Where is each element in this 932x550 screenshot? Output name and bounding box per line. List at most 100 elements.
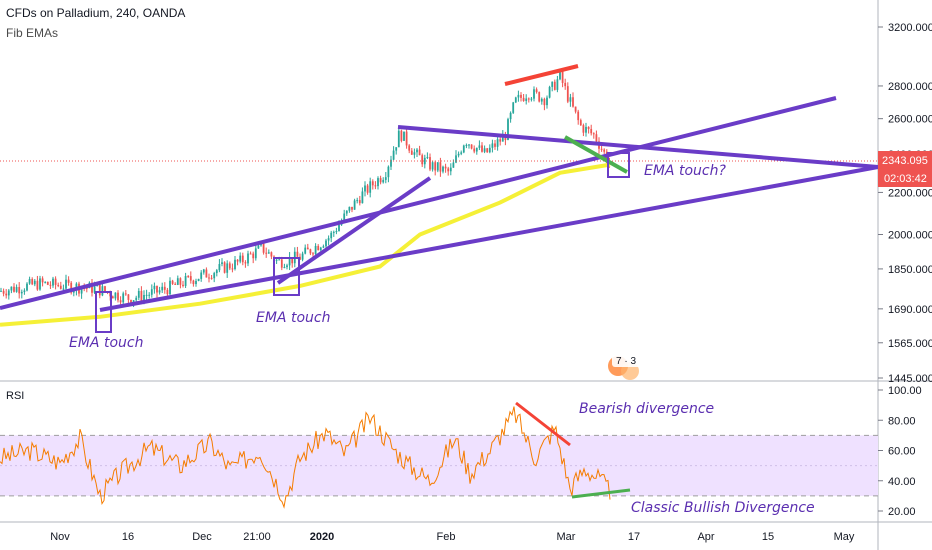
candle-body bbox=[314, 245, 317, 255]
candle-body bbox=[174, 283, 177, 285]
price-axis-label: 1565.000 bbox=[888, 338, 932, 350]
candle-body bbox=[559, 71, 561, 80]
support-segment[interactable] bbox=[564, 135, 628, 174]
chart-title[interactable]: CFDs on Palladium, 240, OANDA bbox=[6, 6, 186, 20]
candle-body bbox=[426, 157, 429, 159]
candle-body bbox=[62, 288, 65, 290]
trendlines[interactable] bbox=[0, 64, 879, 499]
candle-body bbox=[163, 286, 166, 290]
indicator-label[interactable]: Fib EMAs bbox=[6, 26, 59, 40]
candle-body bbox=[278, 259, 281, 261]
support-trendline[interactable] bbox=[276, 176, 432, 285]
candle-body bbox=[210, 277, 213, 279]
candle-body bbox=[171, 280, 174, 284]
annotation-ema-touch-3[interactable]: EMA touch? bbox=[644, 163, 726, 179]
candle-body bbox=[460, 152, 463, 154]
candle-body bbox=[13, 286, 15, 292]
time-axis[interactable]: Nov 16 Dec 21:00 2020 Feb Mar 17 Apr 15 May bbox=[50, 531, 855, 543]
candle-body bbox=[566, 86, 569, 102]
candle-body bbox=[10, 286, 13, 291]
annotation-ema-touch-1[interactable]: EMA touch bbox=[69, 335, 143, 351]
candle-body bbox=[475, 147, 478, 152]
candle-body bbox=[468, 144, 470, 146]
time-axis-label: Dec bbox=[192, 531, 212, 543]
candle-body bbox=[169, 280, 171, 295]
annotation-bullish[interactable]: Classic Bullish Divergence bbox=[631, 500, 815, 516]
candle-body bbox=[457, 153, 460, 156]
candle-body bbox=[462, 145, 465, 153]
rsi-axis-label: 60.00 bbox=[888, 446, 916, 458]
candle-body bbox=[306, 247, 309, 250]
candle-body bbox=[574, 106, 577, 112]
candle-body bbox=[509, 112, 512, 120]
candle-body bbox=[408, 145, 411, 151]
candle-body bbox=[265, 252, 268, 254]
candle-body bbox=[470, 144, 473, 149]
candle-body bbox=[332, 231, 335, 233]
candle-body bbox=[540, 98, 543, 102]
candle-body bbox=[59, 285, 62, 289]
annotation-bearish[interactable]: Bearish divergence bbox=[579, 401, 714, 417]
candle-body bbox=[572, 97, 574, 107]
rsi-axis-label: 80.00 bbox=[888, 415, 916, 427]
candle-body bbox=[158, 290, 161, 293]
descending-trendline[interactable] bbox=[397, 125, 879, 169]
candle-body bbox=[187, 276, 190, 278]
candle-body bbox=[130, 299, 132, 304]
price-pane[interactable] bbox=[0, 0, 878, 380]
candle-body bbox=[249, 253, 252, 255]
candle-body bbox=[26, 283, 28, 291]
candle-body bbox=[57, 284, 60, 286]
candle-body bbox=[418, 149, 421, 156]
candle-body bbox=[156, 285, 158, 293]
candle-body bbox=[390, 159, 392, 167]
ema-touch-box-2[interactable] bbox=[273, 257, 300, 296]
price-axis[interactable]: 3200.0002800.0002600.0002400.0002200.000… bbox=[878, 22, 932, 385]
candle-body bbox=[434, 162, 437, 171]
candle-body bbox=[122, 293, 125, 303]
resistance-segment[interactable] bbox=[504, 64, 579, 86]
candle-body bbox=[543, 98, 546, 106]
candle-body bbox=[595, 134, 598, 142]
candle-body bbox=[382, 179, 385, 183]
rsi-bearish-line[interactable] bbox=[515, 401, 571, 447]
candle-body bbox=[41, 278, 44, 283]
candle-body bbox=[52, 278, 54, 286]
candle-body bbox=[486, 148, 489, 153]
candle-body bbox=[384, 177, 387, 180]
time-axis-label: Nov bbox=[50, 531, 70, 543]
candle-body bbox=[413, 152, 416, 155]
candle-body bbox=[153, 285, 156, 290]
ema-line bbox=[0, 162, 611, 327]
rsi-bullish-line[interactable] bbox=[571, 488, 631, 499]
lower-trendline[interactable] bbox=[99, 165, 879, 312]
candle-body bbox=[361, 191, 364, 204]
candle-body bbox=[473, 148, 476, 152]
candle-body bbox=[231, 268, 234, 270]
rsi-axis[interactable]: 100.00 80.00 60.00 40.00 20.00 bbox=[878, 385, 922, 518]
annotation-ema-touch-2[interactable]: EMA touch bbox=[256, 310, 330, 326]
candle-body bbox=[184, 276, 187, 286]
candle-body bbox=[239, 255, 242, 262]
candle-body bbox=[252, 253, 255, 259]
candle-body bbox=[85, 288, 88, 290]
rsi-line bbox=[0, 406, 611, 509]
candle-body bbox=[218, 264, 221, 271]
ema-touch-box-1[interactable] bbox=[95, 291, 112, 333]
countdown-tag bbox=[878, 169, 932, 187]
candle-body bbox=[512, 102, 515, 113]
candle-body bbox=[569, 97, 572, 102]
candle-body bbox=[275, 259, 278, 261]
upper-trendline[interactable] bbox=[0, 96, 837, 310]
candle-body bbox=[533, 89, 535, 99]
candle-body bbox=[257, 245, 260, 249]
rsi-axis-label: 20.00 bbox=[888, 506, 916, 518]
candle-body bbox=[405, 131, 408, 146]
ema-touch-box-3[interactable] bbox=[607, 152, 630, 178]
candle-body bbox=[7, 290, 10, 296]
candle-body bbox=[143, 294, 145, 301]
candle-body bbox=[2, 290, 5, 294]
candle-body bbox=[494, 143, 496, 147]
price-tag-value: 2343.095 bbox=[882, 155, 928, 167]
